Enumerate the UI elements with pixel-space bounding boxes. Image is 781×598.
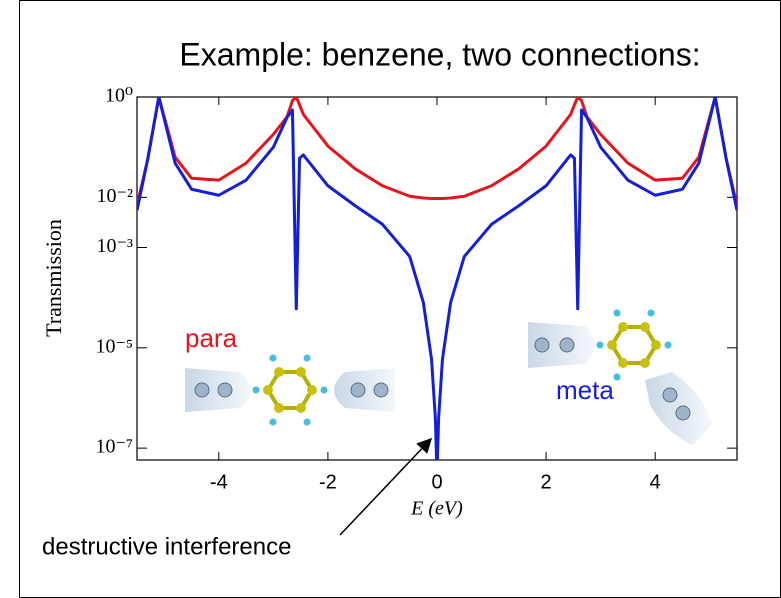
- series-label: para: [185, 323, 238, 353]
- x-tick-label: 0: [431, 471, 442, 493]
- x-tick-label: 4: [650, 471, 661, 493]
- y-axis-label: Transmission: [41, 219, 66, 337]
- series-label: meta: [556, 375, 614, 405]
- x-tick-label: -4: [210, 471, 228, 493]
- annotation: destructive interference: [42, 533, 291, 560]
- x-tick-label: -2: [319, 471, 337, 493]
- slide: Example: benzene, two connections: Trans…: [0, 0, 781, 598]
- x-axis-label: E (eV): [410, 498, 463, 520]
- y-tick-label: 10⁻⁵: [95, 335, 133, 357]
- x-tick-label: 2: [541, 471, 552, 493]
- y-tick-label: 10⁰: [105, 85, 133, 107]
- para-illustration: [185, 355, 395, 426]
- slide-border: [20, 1, 781, 598]
- chart-title: Example: benzene, two connections:: [179, 36, 700, 72]
- y-tick-label: 10⁻⁷: [95, 436, 133, 458]
- y-tick-label: 10⁻²: [96, 185, 133, 207]
- page: Example: benzene, two connections: Trans…: [0, 0, 781, 598]
- annotation-arrow: [340, 440, 430, 535]
- plot-area: [137, 97, 737, 474]
- y-tick-label: 10⁻³: [96, 235, 133, 257]
- series-line: [137, 97, 737, 474]
